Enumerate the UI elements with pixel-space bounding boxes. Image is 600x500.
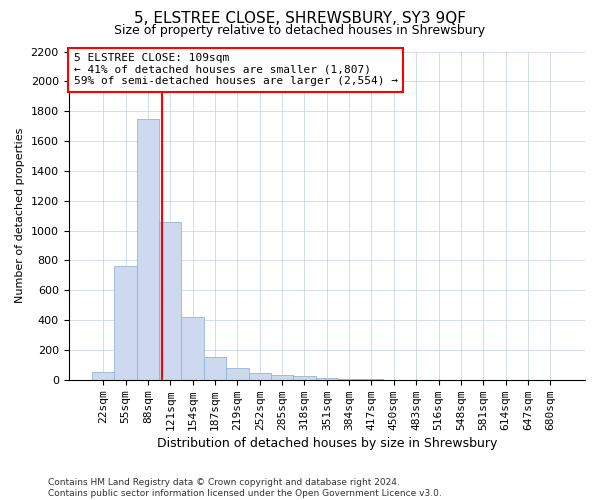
Bar [293,376,316,380]
Bar [338,379,361,380]
Bar [92,372,115,380]
X-axis label: Distribution of detached houses by size in Shrewsbury: Distribution of detached houses by size … [157,437,497,450]
Text: Size of property relative to detached houses in Shrewsbury: Size of property relative to detached ho… [115,24,485,37]
Text: Contains HM Land Registry data © Crown copyright and database right 2024.
Contai: Contains HM Land Registry data © Crown c… [48,478,442,498]
Bar [181,317,204,380]
Bar [316,378,338,380]
Y-axis label: Number of detached properties: Number of detached properties [15,128,25,304]
Bar [115,266,137,380]
Bar [361,379,383,380]
Bar [248,373,271,380]
Bar [204,356,226,380]
Text: 5, ELSTREE CLOSE, SHREWSBURY, SY3 9QF: 5, ELSTREE CLOSE, SHREWSBURY, SY3 9QF [134,11,466,26]
Text: 5 ELSTREE CLOSE: 109sqm
← 41% of detached houses are smaller (1,807)
59% of semi: 5 ELSTREE CLOSE: 109sqm ← 41% of detache… [74,53,398,86]
Bar [137,118,159,380]
Bar [159,222,181,380]
Bar [271,374,293,380]
Bar [226,368,248,380]
